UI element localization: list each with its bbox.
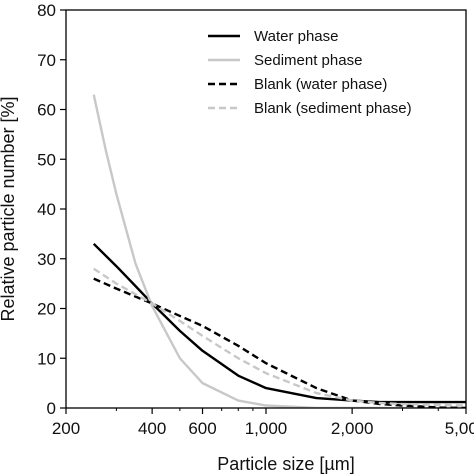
x-tick-label: 400 (138, 419, 166, 438)
y-tick-label: 60 (37, 101, 56, 120)
y-tick-label: 20 (37, 300, 56, 319)
x-tick-label: 2,000 (331, 419, 374, 438)
y-tick-label: 40 (37, 200, 56, 219)
y-axis-title: Relative particle number [%] (0, 96, 18, 321)
plot-frame (65, 9, 467, 409)
y-tick-label: 80 (37, 1, 56, 20)
y-tick-label: 30 (37, 250, 56, 269)
plot-area (92, 94, 466, 408)
legend-label-2: Blank (water phase) (254, 76, 387, 93)
y-tick-label: 10 (37, 349, 56, 368)
y-tick-label: 70 (37, 51, 56, 70)
series-line-1 (92, 94, 466, 408)
series-line-0 (92, 242, 466, 404)
x-tick-label: 600 (188, 419, 216, 438)
x-tick-label: 5,000 (445, 419, 474, 438)
y-tick-label: 0 (47, 399, 56, 418)
series-line-2 (93, 277, 466, 408)
legend-label-0: Water phase (254, 28, 339, 45)
legend-label-1: Sediment phase (254, 52, 362, 69)
legend: Water phase Sediment phase Blank (water ph… (208, 28, 412, 117)
series-line-3 (93, 267, 466, 407)
x-axis-title: Particle size [µm] (217, 454, 354, 474)
x-tick-label: 200 (52, 419, 80, 438)
x-tick-label: 1,000 (245, 419, 288, 438)
legend-label-3: Blank (sediment phase) (254, 100, 412, 117)
y-tick-label: 50 (37, 150, 56, 169)
